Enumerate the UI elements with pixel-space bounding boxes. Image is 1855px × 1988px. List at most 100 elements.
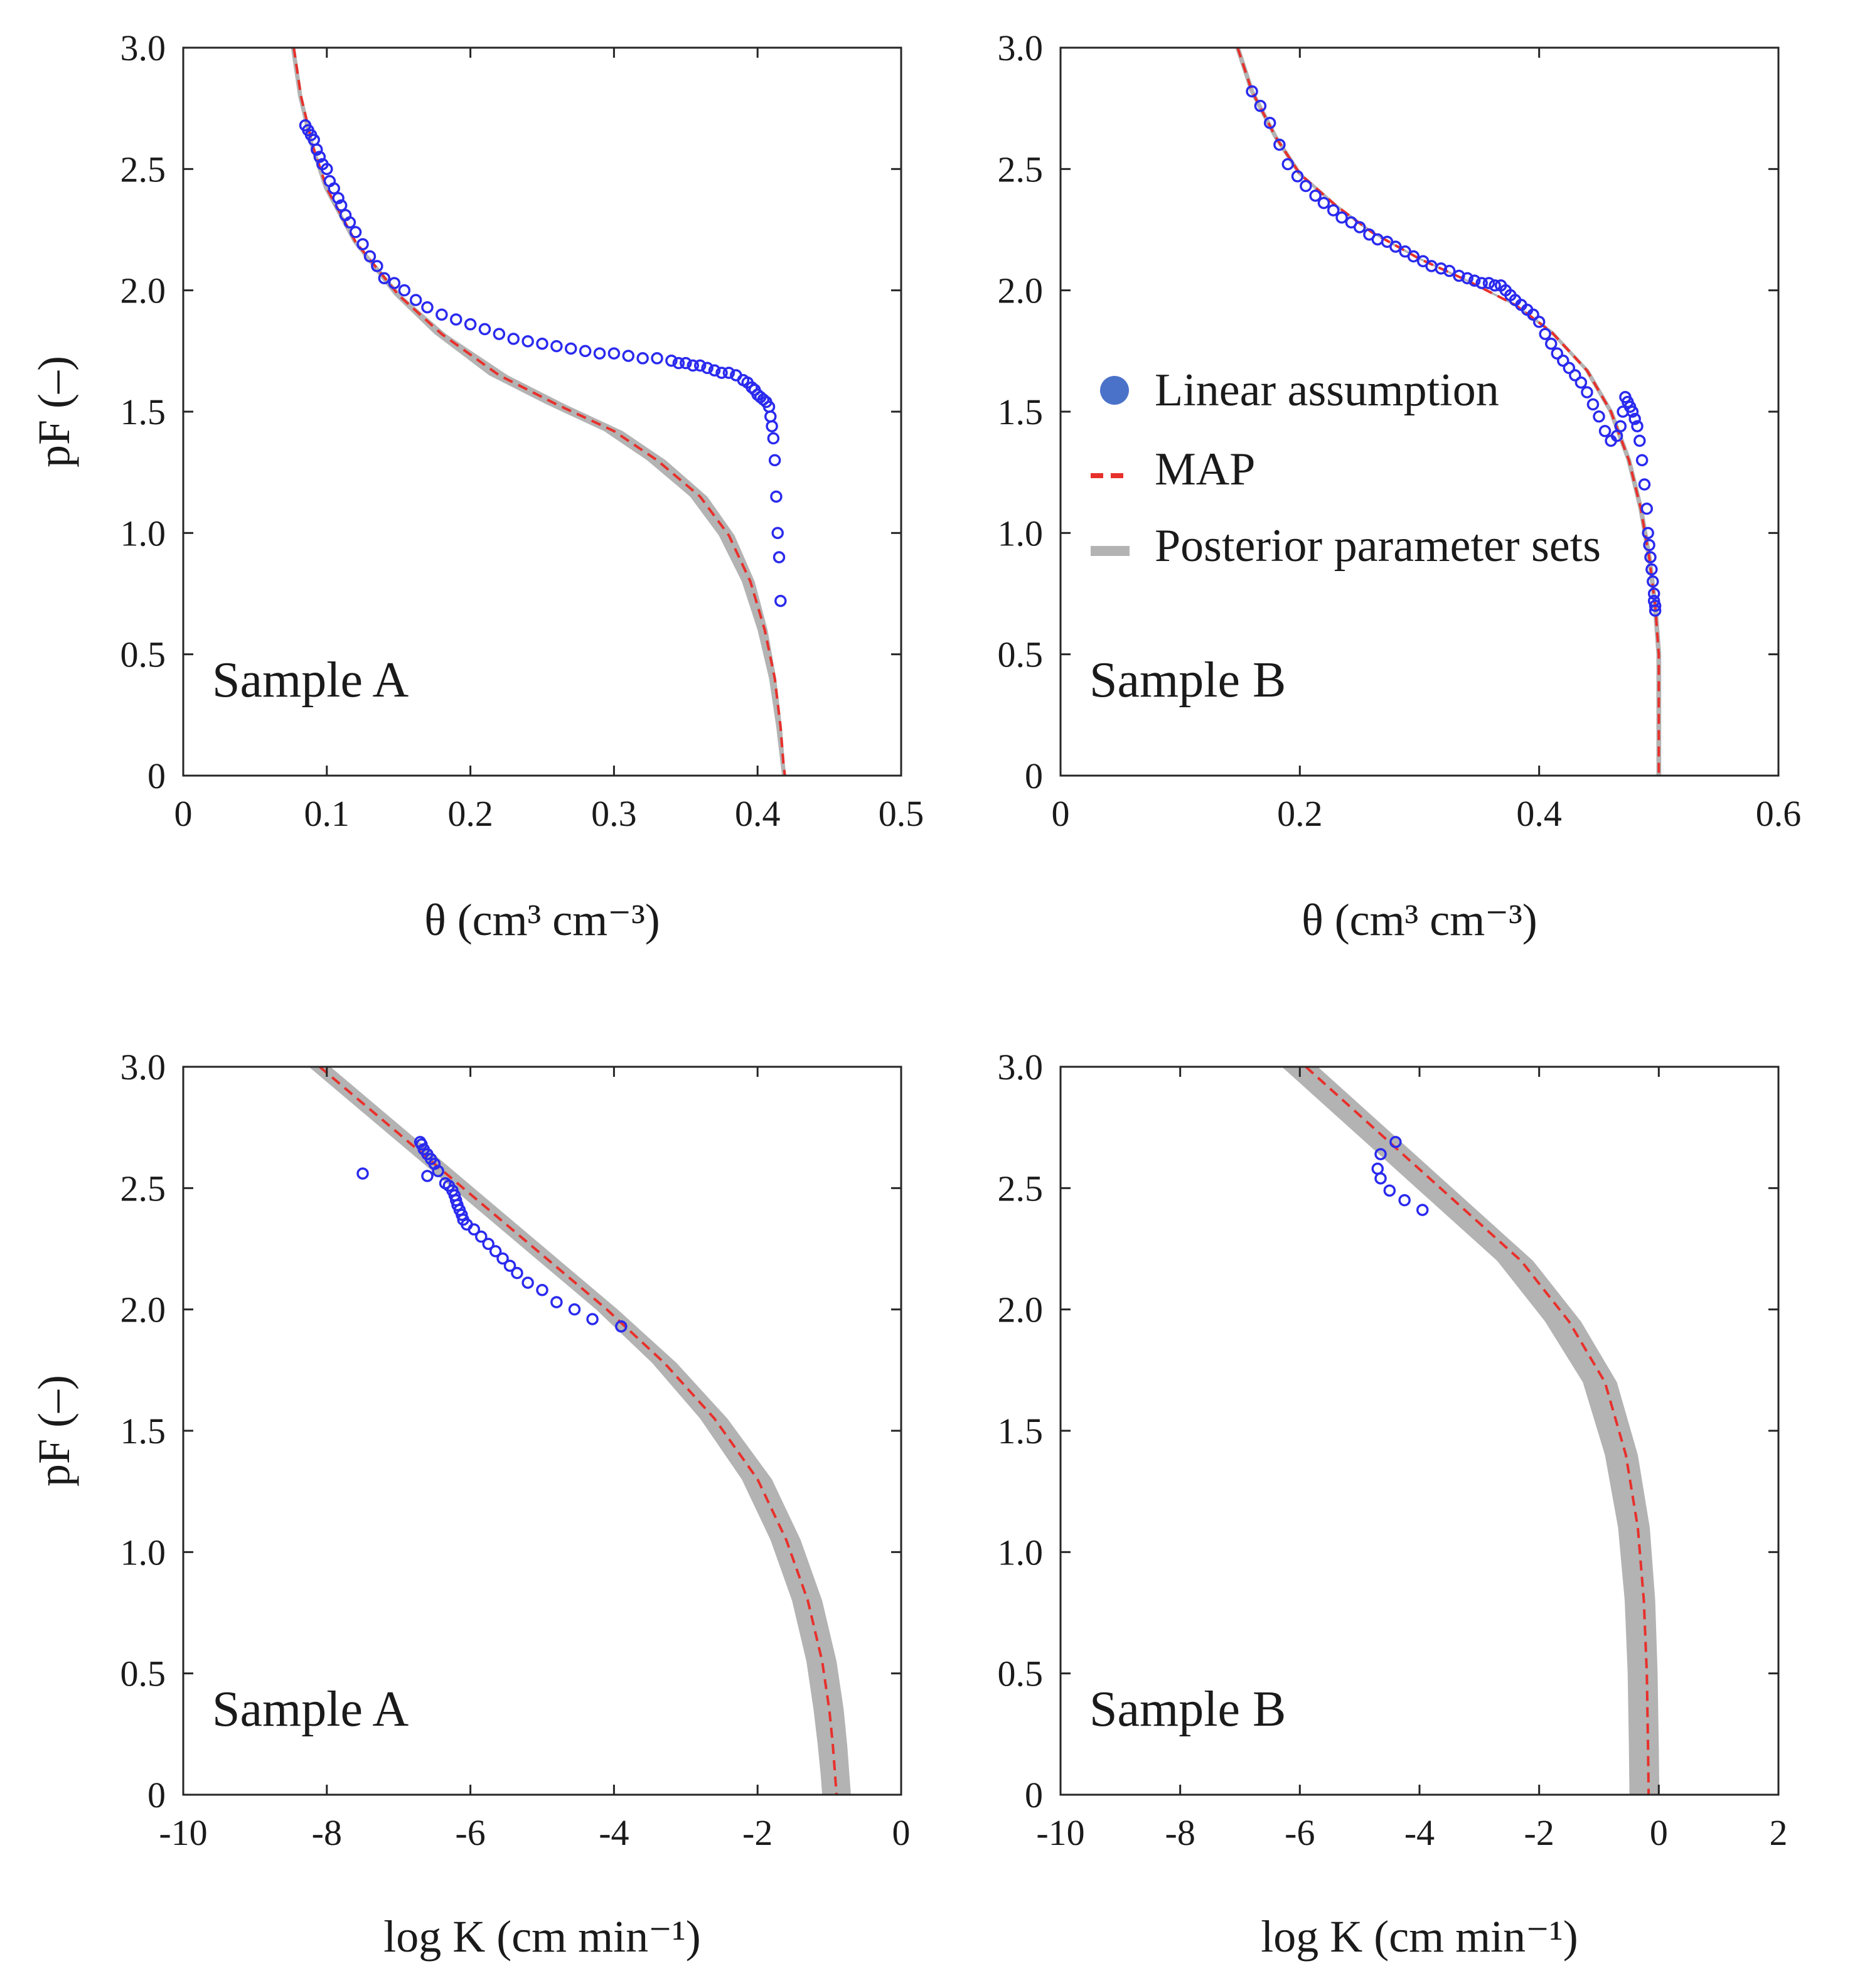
data-point <box>1482 277 1495 289</box>
data-point <box>1389 1136 1402 1148</box>
y-tick-label: 0.5 <box>120 634 166 675</box>
data-point <box>651 352 663 365</box>
x-tick-label: 0.2 <box>1277 793 1323 834</box>
y-tick-label: 0.5 <box>998 1654 1044 1694</box>
y-tick-label: 2.0 <box>998 1290 1044 1330</box>
data-point <box>1300 179 1312 193</box>
data-point <box>1563 361 1576 375</box>
data-point <box>622 350 635 362</box>
data-point <box>708 364 721 377</box>
data-point <box>503 1259 516 1272</box>
data-point <box>1643 538 1655 552</box>
data-point <box>1374 1148 1387 1160</box>
y-tick-label: 2.5 <box>120 1168 166 1209</box>
data-point <box>1309 190 1322 202</box>
legend-marker-linear-assumption <box>1100 376 1129 405</box>
y-tick-label: 2.0 <box>998 270 1044 311</box>
data-point <box>1263 117 1276 129</box>
data-point <box>449 313 462 326</box>
data-point <box>1443 264 1456 277</box>
data-point <box>1327 204 1340 216</box>
y-tick-label: 3.0 <box>120 1047 166 1088</box>
data-point <box>771 526 784 540</box>
data-point <box>1389 240 1402 253</box>
data-point <box>432 1165 444 1178</box>
x-tick-label: -10 <box>159 1812 207 1853</box>
data-point <box>1475 277 1488 289</box>
x-axis-title: log K (cm min⁻¹) <box>383 1911 701 1962</box>
data-point <box>1551 347 1564 360</box>
data-point <box>550 1296 563 1308</box>
data-point <box>1254 100 1267 112</box>
panel-sample-b-theta: 0 0.2 0.4 0.6 0 0.5 1.0 1.5 2.0 2.5 3.0 θ (cm³ cm⁻³… <box>998 28 1802 945</box>
legend: Linear assumption MAP Posterior paramete… <box>1091 365 1601 572</box>
x-tick-label: -6 <box>455 1812 485 1853</box>
linear-assumption-points <box>1371 1136 1429 1216</box>
panel-sample-a-logk: -10 -8 -6 -4 -2 0 0 0.5 1.0 1.5 2.0 2.5 3.0 log K (cm… <box>29 1047 911 1962</box>
data-point <box>1532 316 1546 328</box>
map-line <box>319 1067 838 1795</box>
y-tick-label: 1.5 <box>998 392 1044 432</box>
data-point <box>496 1252 509 1265</box>
data-point <box>332 191 345 205</box>
x-tick-label: -2 <box>742 1812 772 1853</box>
map-line <box>1305 1067 1650 1795</box>
y-tick-label: 1.5 <box>998 1411 1044 1451</box>
y-tick-label: 1.5 <box>120 392 166 432</box>
data-point <box>507 333 520 345</box>
y-tick-label: 0 <box>1025 756 1043 796</box>
plot-area <box>1235 48 1662 776</box>
data-point <box>343 216 356 229</box>
panel-label: Sample B <box>1089 1682 1286 1737</box>
linear-assumption-points <box>299 119 787 607</box>
data-point <box>1527 308 1539 321</box>
data-point <box>1628 412 1641 425</box>
x-axis-title: θ (cm³ cm⁻³) <box>1302 895 1537 945</box>
data-point <box>493 328 506 341</box>
data-point <box>757 393 770 406</box>
posterior-band <box>1281 1067 1660 1795</box>
x-tick-label: -10 <box>1036 1812 1084 1853</box>
y-tick-label: 2.0 <box>120 1290 166 1330</box>
data-point <box>1626 405 1639 418</box>
data-point <box>464 318 477 331</box>
data-point <box>701 361 714 375</box>
y-tick-label: 0 <box>147 1775 166 1815</box>
data-point <box>536 1283 548 1296</box>
x-tick-label: 0.5 <box>879 793 924 834</box>
data-point <box>1353 221 1366 233</box>
data-point <box>636 352 649 365</box>
data-point <box>1317 196 1330 210</box>
data-point <box>568 1303 581 1316</box>
x-tick-label: -8 <box>312 1812 342 1853</box>
data-point <box>1649 599 1662 612</box>
x-tick-label: 0.6 <box>1756 793 1802 834</box>
x-tick-label: 0 <box>892 1812 911 1853</box>
y-tick-label: 0.5 <box>998 634 1044 675</box>
data-point <box>521 1276 534 1289</box>
plot-area <box>291 48 787 776</box>
data-point <box>1489 279 1501 292</box>
data-point <box>398 284 411 297</box>
data-point <box>586 1313 599 1325</box>
y-tick-label: 2.5 <box>998 1168 1044 1209</box>
data-point <box>1416 1204 1429 1216</box>
data-point <box>565 342 577 355</box>
data-point <box>349 226 362 238</box>
data-point <box>774 594 787 607</box>
data-point <box>421 1170 434 1182</box>
legend-label-map: MAP <box>1155 444 1255 495</box>
data-point <box>770 490 783 503</box>
data-point <box>478 323 491 336</box>
data-point <box>1374 1172 1387 1185</box>
data-point <box>665 355 678 367</box>
data-point <box>1468 274 1481 287</box>
y-tick-label: 2.0 <box>120 270 166 311</box>
data-point <box>722 366 735 379</box>
data-point <box>1593 410 1605 423</box>
data-point <box>1398 1194 1411 1207</box>
panel-label: Sample A <box>212 653 409 708</box>
data-point <box>409 294 422 306</box>
x-tick-label: 2 <box>1770 1812 1788 1853</box>
map-line <box>292 48 786 776</box>
